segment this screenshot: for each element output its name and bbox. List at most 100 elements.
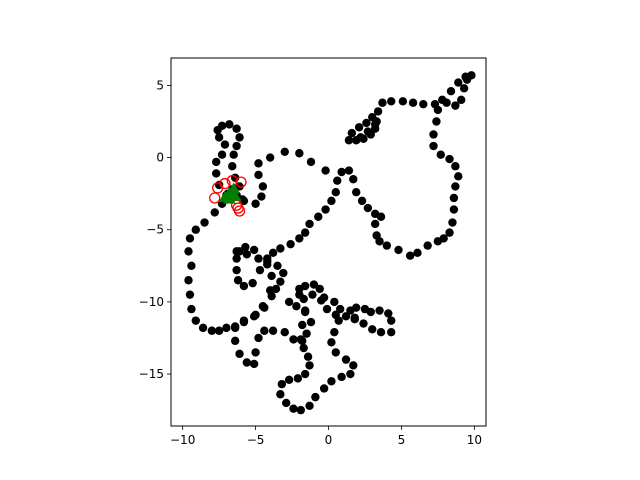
trajectory-point [305,219,314,229]
trajectory-point [258,182,268,191]
trajectory-point [457,95,466,105]
trajectory-point [232,247,241,256]
trajectory-point [305,361,314,370]
trajectory-point [273,261,282,271]
trajectory-point [300,228,310,237]
trajectory-point [461,72,470,81]
trajectory-point [276,244,285,253]
trajectory-point [228,162,237,171]
trajectory-point [184,247,193,256]
trajectory-point [185,290,195,299]
trajectory-point [191,316,200,325]
trajectory-point [280,327,289,337]
trajectory-point [251,199,260,208]
trajectory-point [300,369,310,379]
trajectory-point [263,254,272,263]
trajectory-point [445,228,454,237]
trajectory-point [249,359,259,369]
trajectory-point [376,327,386,337]
plot-area [184,71,476,415]
trajectory-point [268,248,278,258]
hollow-circle-marker [235,176,247,188]
y-tick-label: −5 [146,223,164,237]
trajectory-point [268,326,278,335]
trajectory-point [375,306,384,315]
trajectory-point [280,147,289,157]
trajectory-point [267,291,276,301]
trajectory-point [299,343,308,353]
trajectory-point [300,281,310,291]
trajectory-point [286,239,295,249]
trajectory-point [327,338,336,347]
trajectory-point [299,294,308,304]
trajectory-point [350,313,359,322]
trajectory-point [212,169,221,178]
trajectory-point [330,297,339,307]
x-tick-label: −5 [247,433,265,447]
trajectory-point [306,157,316,167]
trajectory-point [214,133,224,142]
hollow-circle-marker [209,192,221,204]
trajectory-point [363,127,373,136]
trajectory-point [368,112,377,122]
trajectory-point [442,98,451,107]
trajectory-point [229,150,238,159]
trajectory-point [305,401,314,410]
trajectory-point [232,124,241,133]
trajectory-point [239,281,249,291]
trajectory-point [451,182,460,191]
trajectory-point [184,276,193,285]
trajectory-point [319,384,329,393]
trajectory-point [248,278,257,288]
trajectory-point [451,162,460,171]
trajectory-point [254,333,263,343]
trajectory-point [331,188,340,197]
trajectory-point [230,323,240,333]
trajectory-point [212,157,221,167]
trajectory-point [302,329,311,338]
trajectory-point [207,326,217,335]
trajectory-point [451,101,460,110]
x-tick-label: 10 [467,433,482,447]
trajectory-point [378,98,387,107]
trajectory-point [254,254,263,263]
y-tick-label: −10 [139,295,164,309]
trajectory-point [362,118,371,128]
trajectory-point [296,335,305,344]
trajectory-point [241,242,250,252]
trajectory-point [267,271,276,281]
triangle-marker [223,192,236,204]
trajectory-point [387,97,396,106]
trajectory-point [370,219,380,229]
trajectory-point [187,261,196,271]
trajectory-point [344,136,354,145]
trajectory-point [321,205,330,214]
axis-ticks: −10 −5 0 5 10 5 0 −5 −10 −15 [139,78,482,447]
trajectory-point [296,405,305,415]
trajectory-point [260,303,269,312]
trajectory-point [335,304,345,314]
trajectory-point [257,192,266,201]
trajectory-point [347,128,357,138]
trajectory-point [254,170,263,180]
trajectory-point [405,251,415,260]
trajectory-point [222,323,231,333]
trajectory-point [200,218,209,227]
trajectory-point [276,277,285,286]
trajectory-point [292,302,301,311]
trajectory-point [436,150,445,159]
hollow-circle-marker [219,177,231,190]
y-tick-label: −15 [139,367,164,381]
trajectory-point [419,99,428,109]
trajectory-point [448,218,457,227]
trajectory-point [384,309,393,318]
trajectory-point [254,159,263,168]
trajectory-point [337,372,346,382]
trajectory-point [255,265,265,275]
trajectory-point [413,248,422,258]
trajectory-point [306,317,316,327]
trajectory-point [284,297,294,307]
trajectory-point [429,141,438,151]
